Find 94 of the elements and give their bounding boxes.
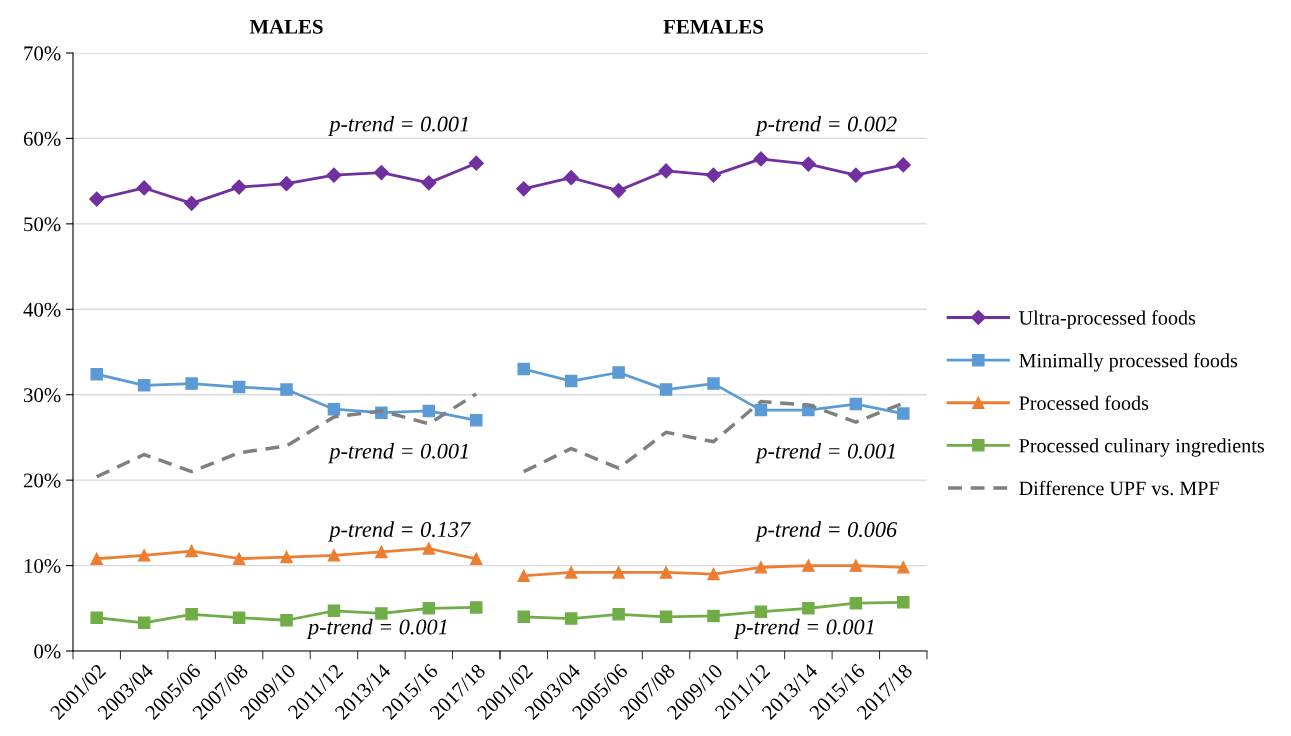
point xyxy=(754,403,768,417)
legend-label: Ultra-processed foods xyxy=(1019,310,1196,329)
point xyxy=(802,602,815,615)
point xyxy=(89,191,105,207)
point xyxy=(422,404,436,418)
point xyxy=(517,362,530,376)
point xyxy=(612,366,625,379)
point xyxy=(327,549,341,562)
point xyxy=(280,550,293,564)
point xyxy=(280,383,293,396)
point xyxy=(563,170,579,186)
y-tick-label: 0% xyxy=(34,644,61,659)
point xyxy=(185,608,198,621)
point xyxy=(707,377,720,390)
point xyxy=(468,155,484,171)
point xyxy=(707,609,720,623)
chart-title: MALES xyxy=(249,19,323,34)
point xyxy=(470,552,483,565)
point xyxy=(373,165,389,181)
point xyxy=(137,549,151,562)
point xyxy=(90,552,103,565)
point xyxy=(897,407,910,420)
point xyxy=(564,374,578,388)
annotation: p-trend = 0.001 xyxy=(328,442,468,464)
point xyxy=(897,561,910,574)
point xyxy=(184,195,200,211)
point xyxy=(516,181,532,197)
point xyxy=(659,610,673,624)
point xyxy=(659,383,673,396)
point xyxy=(90,611,103,624)
point xyxy=(137,616,151,630)
point xyxy=(185,544,198,558)
point xyxy=(754,561,768,574)
point xyxy=(231,179,247,195)
point xyxy=(232,380,246,394)
y-tick-label: 10% xyxy=(24,558,61,574)
annotation: p-trend = 0.137 xyxy=(328,521,471,542)
y-tick-label: 40% xyxy=(23,302,61,317)
point xyxy=(185,377,198,390)
y-tick-label: 20% xyxy=(23,473,61,488)
point xyxy=(849,397,863,411)
point xyxy=(470,601,483,614)
point xyxy=(517,610,530,624)
y-tick-label: 60% xyxy=(23,131,61,146)
legend-label: Difference UPF vs. MPF xyxy=(1019,480,1219,496)
point xyxy=(707,567,720,581)
point xyxy=(611,182,627,199)
annotation: p-trend = 0.001 xyxy=(328,115,468,137)
annotation: p-trend = 0.001 xyxy=(755,442,895,464)
point xyxy=(895,157,911,173)
y-tick-label: 70% xyxy=(24,46,61,61)
point xyxy=(848,167,864,183)
point xyxy=(326,167,342,183)
annotation: p-trend = 0.001 xyxy=(733,618,874,639)
point xyxy=(658,163,674,179)
point xyxy=(90,367,103,381)
point xyxy=(754,605,768,618)
point xyxy=(753,151,769,167)
point xyxy=(564,612,578,625)
legend-label: Processed culinary ingredients xyxy=(1019,438,1264,457)
point xyxy=(327,604,341,618)
point xyxy=(470,414,483,427)
point xyxy=(802,559,815,572)
point xyxy=(136,180,152,196)
point xyxy=(564,566,578,579)
point xyxy=(422,542,436,555)
annotation: p-trend = 0.002 xyxy=(755,115,897,137)
point xyxy=(612,608,625,621)
point xyxy=(421,175,437,191)
chart-title: FEMALES xyxy=(663,19,763,34)
point xyxy=(375,545,388,559)
point xyxy=(375,607,388,620)
legend-label: Processed foods xyxy=(1019,395,1149,410)
y-tick-label: 30% xyxy=(24,388,61,403)
y-tick-label: 50% xyxy=(24,217,61,232)
point xyxy=(232,552,246,565)
point xyxy=(705,167,722,183)
point xyxy=(422,602,436,615)
point xyxy=(849,559,863,572)
point xyxy=(327,402,341,416)
annotation: p-trend = 0.001 xyxy=(306,618,447,639)
point xyxy=(800,156,816,172)
point xyxy=(278,176,295,192)
point xyxy=(659,566,673,579)
annotation: p-trend = 0.006 xyxy=(755,521,897,542)
point xyxy=(137,379,151,392)
point xyxy=(517,569,530,583)
point xyxy=(232,611,246,624)
point xyxy=(897,596,910,609)
legend-label: Minimally processed foods xyxy=(1019,353,1238,372)
point xyxy=(612,566,625,579)
point xyxy=(849,596,863,610)
line-series xyxy=(94,392,479,479)
point xyxy=(280,613,293,627)
